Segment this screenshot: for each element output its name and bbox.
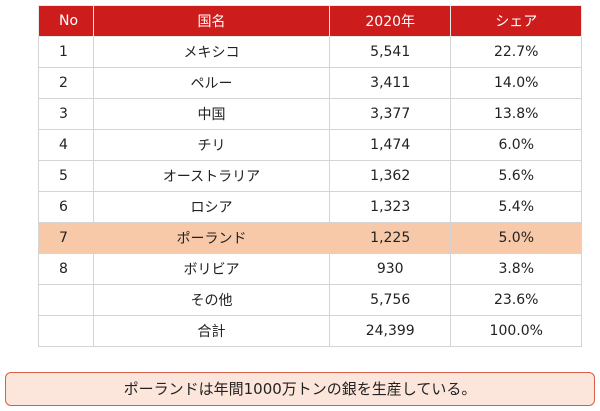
header-cell: シェア [450, 5, 582, 37]
header-row: No 国名 2020年 シェア [38, 5, 582, 37]
table-row: 3 中国 3,377 13.8% [38, 98, 582, 130]
cell-share: 22.7% [450, 36, 582, 68]
table-row: 7 ポーランド 1,225 5.0% [38, 222, 582, 254]
table-row: 2 ペルー 3,411 14.0% [38, 67, 582, 99]
cell-name: ボリビア [93, 253, 330, 285]
cell-no: 7 [38, 222, 94, 254]
table-row: その他 5,756 23.6% [38, 284, 582, 316]
cell-value: 3,377 [328, 98, 452, 130]
cell-value: 1,225 [328, 222, 452, 254]
cell-name: ポーランド [93, 222, 330, 254]
data-table: No 国名 2020年 シェア 1 メキシコ 5,541 22.7% 2 ペルー 3,411 14.… [38, 5, 582, 347]
cell-no: 2 [38, 67, 94, 99]
cell-name: ペルー [93, 67, 330, 99]
cell-share: 5.6% [450, 160, 582, 192]
cell-name: 中国 [93, 98, 330, 130]
cell-no: 5 [38, 160, 94, 192]
table-row: 8 ボリビア 930 3.8% [38, 253, 582, 285]
cell-share: 3.8% [450, 253, 582, 285]
cell-value: 24,399 [328, 315, 452, 347]
table-row: 5 オーストラリア 1,362 5.6% [38, 160, 582, 192]
cell-share: 100.0% [450, 315, 582, 347]
cell-name: その他 [93, 284, 330, 316]
cell-no [38, 315, 94, 347]
header-cell: 2020年 [328, 5, 452, 37]
cell-name: ロシア [93, 191, 330, 223]
table-row: 1 メキシコ 5,541 22.7% [38, 36, 582, 68]
cell-value: 5,541 [328, 36, 452, 68]
cell-value: 1,362 [328, 160, 452, 192]
cell-no: 1 [38, 36, 94, 68]
header-cell: No [38, 5, 94, 37]
cell-value: 3,411 [328, 67, 452, 99]
cell-share: 14.0% [450, 67, 582, 99]
cell-share: 13.8% [450, 98, 582, 130]
cell-no [38, 284, 94, 316]
cell-name: チリ [93, 129, 330, 161]
table-row: 6 ロシア 1,323 5.4% [38, 191, 582, 223]
cell-no: 3 [38, 98, 94, 130]
cell-value: 5,756 [328, 284, 452, 316]
header-cell: 国名 [93, 5, 330, 37]
cell-share: 5.4% [450, 191, 582, 223]
cell-share: 23.6% [450, 284, 582, 316]
table-row: 合計 24,399 100.0% [38, 315, 582, 347]
cell-no: 6 [38, 191, 94, 223]
cell-name: メキシコ [93, 36, 330, 68]
cell-value: 1,323 [328, 191, 452, 223]
cell-share: 5.0% [450, 222, 582, 254]
cell-no: 4 [38, 129, 94, 161]
cell-value: 1,474 [328, 129, 452, 161]
cell-share: 6.0% [450, 129, 582, 161]
table-row: 4 チリ 1,474 6.0% [38, 129, 582, 161]
cell-name: 合計 [93, 315, 330, 347]
cell-no: 8 [38, 253, 94, 285]
cell-value: 930 [328, 253, 452, 285]
note: ポーランドは年間1000万トンの銀を生産している。 [5, 372, 595, 406]
cell-name: オーストラリア [93, 160, 330, 192]
